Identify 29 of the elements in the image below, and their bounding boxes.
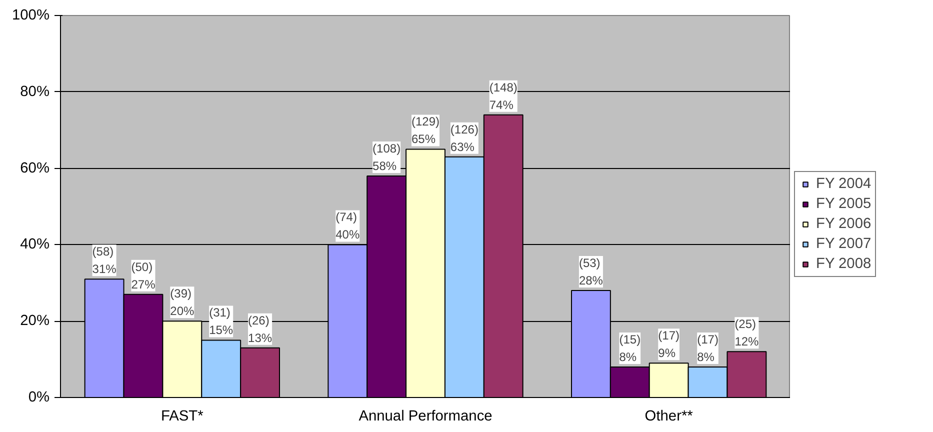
data-label: (26) 13% xyxy=(248,313,272,345)
y-tick-label: 40% xyxy=(20,236,50,253)
data-label: (126) 63% xyxy=(450,122,478,154)
y-tick-label: 0% xyxy=(28,390,50,406)
data-label: (17) 9% xyxy=(658,328,680,360)
data-label: (58) 31% xyxy=(92,244,117,276)
legend-label: FY 2005 xyxy=(816,196,872,212)
data-label: (148) 74% xyxy=(489,80,518,112)
x-tick-label: Other** xyxy=(644,408,694,424)
y-tick-label: 20% xyxy=(20,313,50,330)
legend-label: FY 2006 xyxy=(816,216,872,232)
data-label: (108) 58% xyxy=(372,141,401,173)
legend-label: FY 2004 xyxy=(816,176,872,192)
legend-label: FY 2007 xyxy=(816,236,872,252)
legend-label: FY 2008 xyxy=(816,256,872,272)
y-tick-label: 60% xyxy=(20,160,50,176)
data-label: (74) 40% xyxy=(336,210,360,242)
data-label: (50) 27% xyxy=(131,260,156,292)
y-tick-label: 100% xyxy=(12,8,50,24)
data-label: (31) 15% xyxy=(209,306,234,338)
data-label: (129) 65% xyxy=(411,114,440,146)
x-tick-label: Annual Performance xyxy=(358,408,492,424)
data-label: (53) 28% xyxy=(578,256,604,288)
data-label: (39) 20% xyxy=(170,286,195,318)
x-tick-label: FAST* xyxy=(160,408,204,424)
data-label: (15) 8% xyxy=(619,332,641,364)
data-label: (25) 12% xyxy=(734,317,760,349)
data-label: (17) 8% xyxy=(697,332,718,364)
y-tick-label: 80% xyxy=(20,84,50,100)
